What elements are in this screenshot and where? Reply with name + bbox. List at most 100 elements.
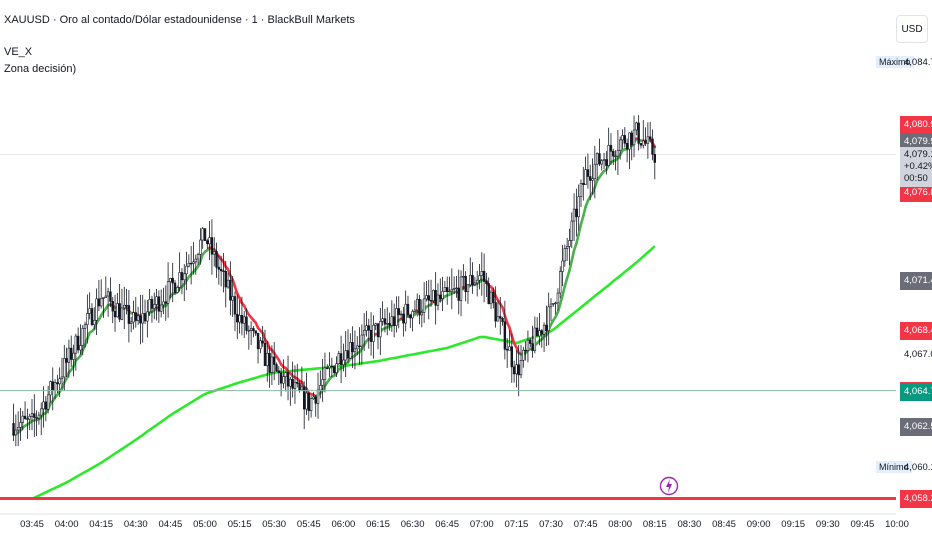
candle-body	[203, 228, 207, 241]
candle	[316, 372, 320, 419]
candle	[261, 325, 264, 347]
candle	[194, 254, 197, 275]
candle	[125, 288, 128, 315]
candle-body	[510, 346, 513, 368]
candle	[277, 366, 281, 386]
candle	[132, 300, 135, 330]
candle	[155, 289, 158, 321]
candle	[455, 275, 458, 298]
current-price-tag[interactable]: 4,079.19+0.42%00:50	[900, 146, 932, 187]
candle	[346, 329, 350, 363]
candle-body	[635, 122, 638, 131]
candle	[457, 269, 460, 315]
candle	[482, 253, 486, 303]
candle	[104, 276, 108, 299]
candle	[139, 294, 142, 345]
candle-body	[439, 294, 442, 299]
time-tick-label: 05:00	[193, 519, 217, 530]
candle	[411, 309, 414, 332]
candle-body	[344, 350, 347, 361]
candle	[425, 280, 428, 302]
candle-body	[496, 316, 500, 322]
candle-body	[326, 367, 329, 369]
candle	[219, 255, 223, 287]
candle-body	[309, 398, 313, 411]
time-tick-label: 06:30	[401, 519, 425, 530]
candle-body	[445, 287, 449, 292]
price-tag-4[interactable]: 4,071.48	[900, 272, 932, 290]
candle-body	[397, 308, 400, 316]
symbol-title[interactable]: XAUUSD · Oro al contado/Dólar estadounid…	[4, 14, 355, 26]
candle-body	[139, 315, 142, 324]
lightning-event-icon[interactable]	[659, 474, 679, 498]
candle-body	[561, 260, 564, 272]
candle	[148, 289, 151, 316]
candle-body	[452, 288, 456, 290]
candle-body	[279, 372, 283, 384]
candle-body	[51, 381, 54, 391]
candle-body	[60, 376, 64, 379]
candle	[335, 356, 338, 377]
candle-body	[508, 346, 511, 351]
candle-body	[291, 378, 294, 389]
candle	[441, 276, 444, 311]
candle	[639, 142, 643, 149]
candle	[26, 408, 29, 439]
candle	[259, 337, 262, 354]
candle-body	[413, 309, 417, 312]
candle	[609, 133, 613, 165]
candle	[111, 296, 114, 324]
candle	[245, 308, 248, 335]
candle	[70, 335, 73, 367]
candle	[14, 414, 18, 447]
candle	[208, 221, 211, 261]
candle	[118, 283, 121, 323]
indicator-legend-1[interactable]: VE_X	[4, 46, 33, 58]
price-tag-7[interactable]: 4,064.71	[900, 383, 932, 402]
candle	[171, 262, 174, 303]
candle-body	[545, 324, 548, 332]
candle	[289, 376, 292, 406]
indicator-legend-2[interactable]: Zona decisión)	[4, 63, 77, 75]
candle	[74, 333, 78, 371]
currency-button[interactable]: USD	[896, 15, 928, 43]
candle-body	[76, 335, 80, 351]
time-axis[interactable]: 03:45 04:00 04:15 04:30 04:45 05:00 05:15 05:30…	[0, 513, 909, 530]
candle	[374, 322, 377, 331]
time-tick-label: 09:45	[851, 519, 875, 530]
time-tick-label: 08:00	[608, 519, 632, 530]
price-tag-5[interactable]: 4,068.45	[900, 321, 932, 340]
candle-body	[379, 321, 382, 338]
candle-body	[503, 321, 507, 350]
candle-body	[639, 143, 643, 146]
candle	[183, 264, 186, 302]
candle	[499, 296, 502, 335]
candle-body	[600, 160, 603, 165]
candle	[436, 283, 440, 311]
price-tag-9[interactable]: 4,058.22	[900, 489, 932, 508]
candle	[420, 299, 424, 328]
time-tick-label: 09:00	[747, 519, 771, 530]
candle-body	[249, 328, 253, 331]
candle	[547, 292, 550, 346]
candle-body	[219, 269, 223, 272]
candle	[383, 308, 387, 333]
candle-body	[150, 299, 154, 309]
candle-body	[642, 140, 645, 146]
candle-body	[141, 313, 144, 324]
candle-body	[162, 301, 165, 306]
candle-body	[540, 330, 543, 335]
price-tag-8[interactable]: 4,062.57	[900, 418, 932, 437]
candle-body	[478, 275, 481, 281]
price-tag-0[interactable]: 4,080.99	[900, 116, 932, 134]
candle-body	[65, 358, 68, 363]
candle-body	[30, 413, 34, 417]
candle	[157, 290, 161, 323]
candle-body	[217, 266, 221, 270]
candle	[201, 226, 204, 249]
candle-body	[349, 342, 352, 359]
price-tag-3[interactable]: 4,076.83	[900, 184, 932, 203]
candle	[293, 365, 297, 404]
candle-body	[240, 315, 244, 324]
